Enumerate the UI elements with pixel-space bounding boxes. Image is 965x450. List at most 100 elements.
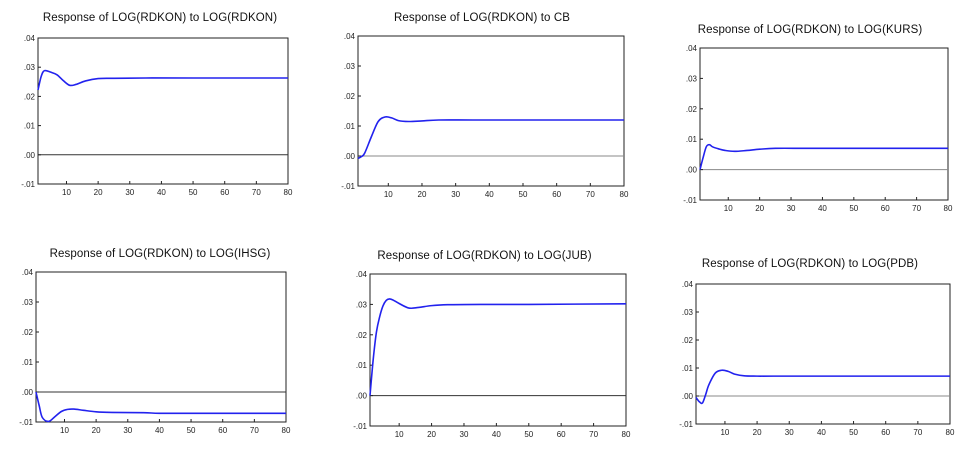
x-tick-label: 70 (586, 190, 595, 199)
y-tick-label: .04 (682, 280, 694, 289)
x-tick-label: 30 (451, 190, 460, 199)
x-tick-label: 20 (755, 204, 764, 213)
x-tick-label: 50 (849, 204, 858, 213)
panel-title: Response of LOG(RDKON) to LOG(KURS) (697, 24, 923, 36)
irf-panel-jub: Response of LOG(RDKON) to LOG(JUB) .04.0… (332, 250, 637, 448)
x-tick-label: 30 (787, 204, 796, 213)
plot-frame (369, 273, 627, 427)
irf-plot: .04 .03 .02 .01 .00 -.01 10 20 30 40 50 60 70 80 (19, 268, 291, 435)
y-tick-label: .00 (344, 152, 356, 161)
x-tick-label: 10 (384, 190, 393, 199)
x-tick-label: 10 (724, 204, 733, 213)
y-tick-label: .01 (686, 135, 698, 144)
x-tick-label: 60 (218, 426, 227, 435)
y-tick-label: .03 (24, 63, 36, 72)
x-tick-label: 60 (557, 430, 566, 439)
y-tick-label: .01 (22, 358, 34, 367)
x-tick-label: 60 (881, 204, 890, 213)
y-tick-label: -.01 (353, 422, 367, 431)
panel-title: Response of LOG(RDKON) to LOG(PDB) (701, 258, 919, 270)
y-tick-label: .00 (24, 151, 36, 160)
y-tick-label: .02 (22, 328, 34, 337)
y-tick-label: .00 (356, 392, 368, 401)
x-tick-label: 40 (155, 426, 164, 435)
y-tick-label: .03 (682, 308, 694, 317)
y-tick-label: -.01 (19, 418, 33, 427)
irf-plot: .04 .03 .02 .01 .00 -.01 10 20 30 40 50 60 70 80 (679, 280, 955, 437)
panel-title: Response of LOG(RDKON) to LOG(RDKON) (42, 12, 278, 24)
y-tick-label: .04 (686, 44, 698, 53)
y-tick-label: .04 (22, 268, 34, 277)
irf-plot: .04 .03 .02 .01 .00 -.01 10 20 30 40 50 60 70 80 (353, 270, 631, 439)
y-tick-label: .02 (24, 92, 36, 101)
impulse-response-line (357, 116, 624, 160)
x-tick-label: 20 (92, 426, 101, 435)
x-tick-label: 20 (753, 428, 762, 437)
irf-panel-pdb: Response of LOG(RDKON) to LOG(PDB) .04 .0… (660, 258, 960, 448)
x-tick-label: 60 (552, 190, 561, 199)
x-tick-label: 80 (284, 188, 293, 197)
impulse-response-line (35, 391, 286, 423)
y-tick-label: .02 (686, 105, 698, 114)
y-tick-label: .01 (682, 364, 694, 373)
x-tick-label: 60 (220, 188, 229, 197)
x-tick-label: 70 (912, 204, 921, 213)
y-tick-label: .03 (686, 74, 698, 83)
x-tick-label: 50 (849, 428, 858, 437)
x-tick-label: 40 (492, 430, 501, 439)
y-tick-label: .00 (686, 166, 698, 175)
y-tick-label: .03 (22, 298, 34, 307)
impulse-response-line (695, 369, 950, 405)
plot-frame (695, 283, 951, 425)
x-tick-label: 30 (125, 188, 134, 197)
x-tick-label: 30 (460, 430, 469, 439)
panel-title: Response of LOG(RDKON) to LOG(IHSG) (49, 248, 271, 260)
y-tick-label: .02 (356, 331, 368, 340)
y-tick-label: .01 (356, 361, 368, 370)
irf-panel-ihsg: Response of LOG(RDKON) to LOG(IHSG) .04.… (10, 248, 310, 448)
y-tick-label: .02 (682, 336, 694, 345)
x-tick-label: 20 (427, 430, 436, 439)
x-tick-label: 40 (485, 190, 494, 199)
irf-panel-kurs: Response of LOG(RDKON) to LOG(KURS) .04.… (660, 24, 960, 222)
x-tick-label: 80 (622, 430, 631, 439)
x-tick-label: 40 (818, 204, 827, 213)
y-tick-label: .03 (344, 62, 356, 71)
x-tick-label: 50 (524, 430, 533, 439)
impulse-response-line (699, 143, 948, 170)
irf-panel-rdkon: Response of LOG(RDKON) to LOG(RDKON) .04… (10, 12, 310, 202)
y-tick-label: .04 (344, 32, 356, 41)
plot-frame (699, 47, 949, 201)
x-tick-label: 70 (250, 426, 259, 435)
y-tick-label: .01 (344, 122, 356, 131)
impulse-response-line (37, 69, 288, 91)
y-tick-label: .00 (22, 388, 34, 397)
x-tick-label: 80 (946, 428, 955, 437)
irf-plot: .04 .03 .02 .01 .00 -.01 10 20 30 40 50 60 70 80 (21, 34, 293, 197)
x-tick-label: 30 (785, 428, 794, 437)
y-tick-label: -.01 (341, 182, 355, 191)
panel-title: Response of LOG(RDKON) to LOG(JUB) (377, 250, 592, 262)
x-tick-label: 20 (94, 188, 103, 197)
plot-frame (37, 37, 289, 185)
x-tick-label: 70 (252, 188, 261, 197)
y-tick-label: .01 (24, 122, 36, 131)
x-tick-label: 40 (157, 188, 166, 197)
y-tick-label: -.01 (683, 196, 697, 205)
x-tick-label: 50 (519, 190, 528, 199)
y-tick-label: .03 (356, 300, 368, 309)
x-tick-label: 70 (913, 428, 922, 437)
x-tick-label: 40 (817, 428, 826, 437)
plot-frame (357, 35, 625, 187)
x-tick-label: 80 (282, 426, 291, 435)
x-tick-label: 10 (720, 428, 729, 437)
y-tick-label: .02 (344, 92, 356, 101)
plot-frame (35, 271, 287, 423)
irf-panel-cb: Response of LOG(RDKON) to CB .04.03.02.0… (332, 12, 632, 212)
x-tick-label: 10 (395, 430, 404, 439)
irf-plot: .04 .03 .02 .01 .00 -.01 10 20 30 40 50 60 70 80 (683, 44, 953, 213)
impulse-response-line (369, 298, 627, 396)
x-tick-label: 60 (881, 428, 890, 437)
x-tick-label: 80 (620, 190, 629, 199)
irf-plot: .04 .03 .02 .01 .00 -.01 10 20 30 40 50 60 70 80 (341, 32, 629, 199)
